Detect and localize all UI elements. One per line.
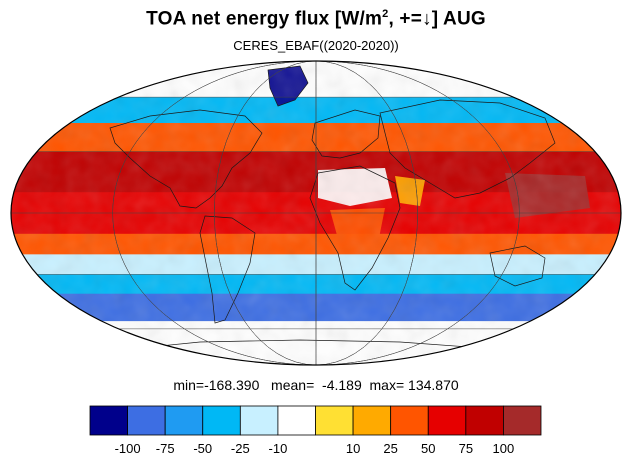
- coast-north-america: [109, 109, 263, 209]
- colorbar-label: -10: [268, 441, 288, 456]
- coast-europe: [311, 109, 381, 159]
- colorbar-swatch-9: [427, 405, 467, 436]
- colorbar-swatch-0: [89, 405, 128, 436]
- coast-africa: [309, 165, 401, 291]
- colorbar-label: -75: [155, 441, 175, 456]
- coast-asia: [379, 99, 556, 199]
- colorbar-label: -100: [114, 441, 141, 456]
- colorbar-label: 100: [492, 441, 515, 456]
- colorbar-swatch-2: [164, 405, 204, 436]
- coast-greenland: [267, 65, 309, 107]
- graticule: [11, 61, 621, 365]
- page-title: TOA net energy flux [W/m2, +=↓] AUG: [146, 8, 486, 30]
- colorbar-label: -25: [230, 441, 250, 456]
- colorbar-swatch-4: [239, 405, 279, 436]
- colorbar-label: 25: [383, 441, 398, 456]
- colorbar-swatch-1: [127, 405, 166, 436]
- colorbar-swatch-11: [503, 405, 542, 436]
- globe-outline: [10, 60, 622, 366]
- world-map: [10, 60, 622, 366]
- meridian-120: [112, 61, 520, 365]
- coast-australia: [489, 245, 546, 287]
- coastlines: [109, 65, 556, 351]
- colorbar-swatch-5: [277, 405, 316, 436]
- colorbar-label: 50: [421, 441, 436, 456]
- subtitle: CERES_EBAF((2020-2020)): [233, 38, 399, 53]
- meridian-60: [214, 61, 418, 365]
- colorbar-swatch-8: [390, 405, 429, 436]
- colorbar: [89, 405, 542, 436]
- colorbar-label: -50: [193, 441, 213, 456]
- coast-antarctica: [119, 339, 511, 351]
- colorbar-swatch-10: [465, 405, 504, 436]
- colorbar-label: 75: [458, 441, 474, 456]
- colorbar-swatch-6: [315, 405, 354, 436]
- coast-south-america: [199, 215, 256, 324]
- colorbar-label: 10: [345, 441, 361, 456]
- stats-line: min=-168.390 mean= -4.189 max= 134.870: [173, 377, 459, 393]
- colorbar-swatch-3: [202, 405, 241, 436]
- colorbar-swatch-7: [352, 405, 392, 436]
